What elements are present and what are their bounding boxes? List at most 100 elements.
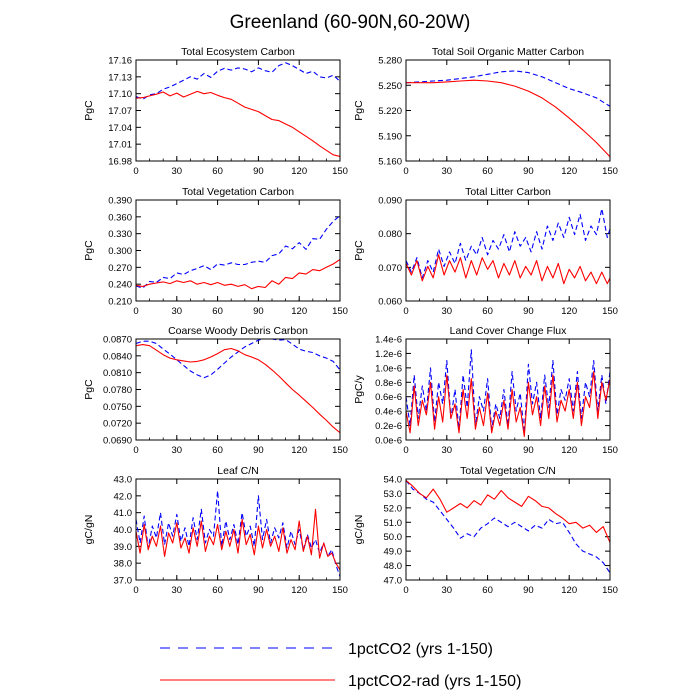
y-tick-label: 0.210 [108, 297, 132, 308]
y-tick-label: 5.280 [378, 56, 402, 67]
y-tick-label: 0.060 [378, 297, 402, 308]
series-line-1pctco2 [136, 62, 340, 100]
x-tick-label: 150 [602, 445, 618, 456]
y-tick-label: 17.04 [108, 123, 132, 134]
plot-frame [405, 338, 611, 441]
x-tick-label: 0 [403, 585, 408, 596]
panel-title: Total Litter Carbon [465, 186, 551, 198]
y-tick-label: 0.8e-6 [375, 378, 402, 389]
y-tick-label: 0.390 [108, 196, 132, 207]
y-tick-label: 0.270 [108, 263, 132, 274]
x-tick-label: 150 [332, 445, 348, 456]
plot-frame [135, 199, 341, 302]
y-tick-label: 39.0 [114, 542, 133, 553]
chart-panel-2: Total Soil Organic Matter Carbon PgC 0 30 60… [353, 46, 618, 177]
y-tick-label: 51.0 [384, 518, 403, 529]
y-axis-label: gC/gN [353, 515, 365, 545]
y-tick-label: 54.0 [384, 475, 403, 486]
y-tick-label: 40.0 [114, 525, 133, 536]
y-tick-label: 1.2e-6 [375, 349, 402, 360]
panel-title: Total Vegetation C/N [460, 465, 556, 477]
x-tick-label: 30 [442, 445, 453, 456]
y-tick-label: 0.0780 [103, 385, 132, 396]
x-tick-label: 90 [523, 166, 534, 177]
x-tick-label: 30 [172, 585, 183, 596]
x-tick-label: 60 [212, 306, 223, 317]
y-tick-label: 0.070 [378, 263, 402, 274]
x-tick-label: 120 [561, 445, 577, 456]
series-line-1pctco2-rad [406, 479, 610, 543]
y-axis-label: PgC [83, 379, 95, 400]
chart-panel-8: Total Vegetation C/N gC/gN 0 30 60 90 120 150 47… [353, 465, 618, 596]
y-axis-label: PgC [83, 240, 95, 261]
series-line-1pctco2-rad [136, 90, 340, 158]
chart-panel-7: Leaf C/N gC/gN 0 30 60 90 120 150 37.0 38.0 39.0 40… [83, 465, 348, 596]
y-tick-label: 37.0 [114, 576, 133, 587]
y-tick-label: 0.4e-6 [375, 407, 402, 418]
x-tick-label: 30 [172, 166, 183, 177]
x-tick-label: 30 [172, 306, 183, 317]
x-tick-label: 30 [172, 445, 183, 456]
x-tick-label: 90 [523, 585, 534, 596]
series-line-1pctco2 [406, 480, 610, 574]
y-tick-label: 41.0 [114, 508, 133, 519]
series-line-1pctco2 [406, 70, 610, 107]
series-line-1pctco2-rad [406, 79, 610, 158]
chart-panel-6: Land Cover Change Flux PgC/y 0 30 60 90 120 150… [353, 325, 618, 456]
y-tick-label: 5.250 [378, 81, 402, 92]
x-tick-label: 0 [403, 166, 408, 177]
series-line-1pctco2-rad [136, 508, 340, 571]
legend-label-1pctco2: 1pctCO2 (yrs 1-150) [348, 641, 493, 658]
y-tick-label: 0.090 [378, 196, 402, 207]
x-tick-label: 30 [442, 585, 453, 596]
y-tick-label: 47.0 [384, 576, 403, 587]
plot-frame [405, 478, 611, 581]
plot-frame [405, 199, 611, 302]
y-tick-label: 0.6e-6 [375, 392, 402, 403]
series-line-1pctco2-rad [136, 344, 340, 434]
y-tick-label: 1.0e-6 [375, 363, 402, 374]
y-tick-label: 0.330 [108, 229, 132, 240]
x-tick-label: 60 [212, 445, 223, 456]
panel-title: Total Vegetation Carbon [182, 186, 294, 198]
x-tick-label: 60 [482, 585, 493, 596]
x-tick-label: 90 [523, 445, 534, 456]
figure-title: Greenland (60-90N,60-20W) [230, 12, 471, 33]
y-tick-label: 5.190 [378, 131, 402, 142]
y-tick-label: 0.0e-6 [375, 436, 402, 447]
x-tick-label: 90 [253, 166, 264, 177]
x-tick-label: 150 [602, 306, 618, 317]
panel-title: Total Soil Organic Matter Carbon [432, 46, 584, 58]
x-tick-label: 90 [253, 306, 264, 317]
series-line-1pctco2 [136, 339, 340, 379]
x-tick-label: 60 [212, 166, 223, 177]
x-tick-label: 90 [523, 306, 534, 317]
x-tick-label: 120 [561, 306, 577, 317]
y-tick-label: 16.98 [108, 157, 132, 168]
x-tick-label: 30 [442, 166, 453, 177]
panel-title: Coarse Woody Debris Carbon [168, 325, 308, 337]
panel-title: Land Cover Change Flux [450, 325, 567, 337]
panel-grid: Total Ecosystem Carbon PgC 0 30 60 90 120 150 16… [83, 46, 618, 596]
y-tick-label: 0.360 [108, 212, 132, 223]
x-tick-label: 0 [403, 306, 408, 317]
chart-panel-4: Total Litter Carbon PgC 0 30 60 90 120 150 0.060… [353, 186, 618, 317]
y-axis-label: PgC [83, 100, 95, 121]
y-tick-label: 49.0 [384, 547, 403, 558]
y-tick-label: 0.0690 [103, 436, 132, 447]
y-axis-label: gC/gN [83, 515, 95, 545]
x-tick-label: 150 [332, 585, 348, 596]
y-axis-label: PgC [353, 100, 365, 121]
x-tick-label: 90 [253, 585, 264, 596]
chart-panel-5: Coarse Woody Debris Carbon PgC 0 30 60 90 120 1… [83, 325, 348, 456]
x-tick-label: 60 [212, 585, 223, 596]
chart-panel-1: Total Ecosystem Carbon PgC 0 30 60 90 120 150 16… [83, 46, 348, 177]
plot-frame [135, 338, 341, 441]
x-tick-label: 0 [403, 445, 408, 456]
x-tick-label: 0 [133, 166, 138, 177]
x-tick-label: 120 [291, 306, 307, 317]
y-tick-label: 42.0 [114, 491, 133, 502]
x-tick-label: 120 [291, 585, 307, 596]
x-tick-label: 60 [482, 445, 493, 456]
